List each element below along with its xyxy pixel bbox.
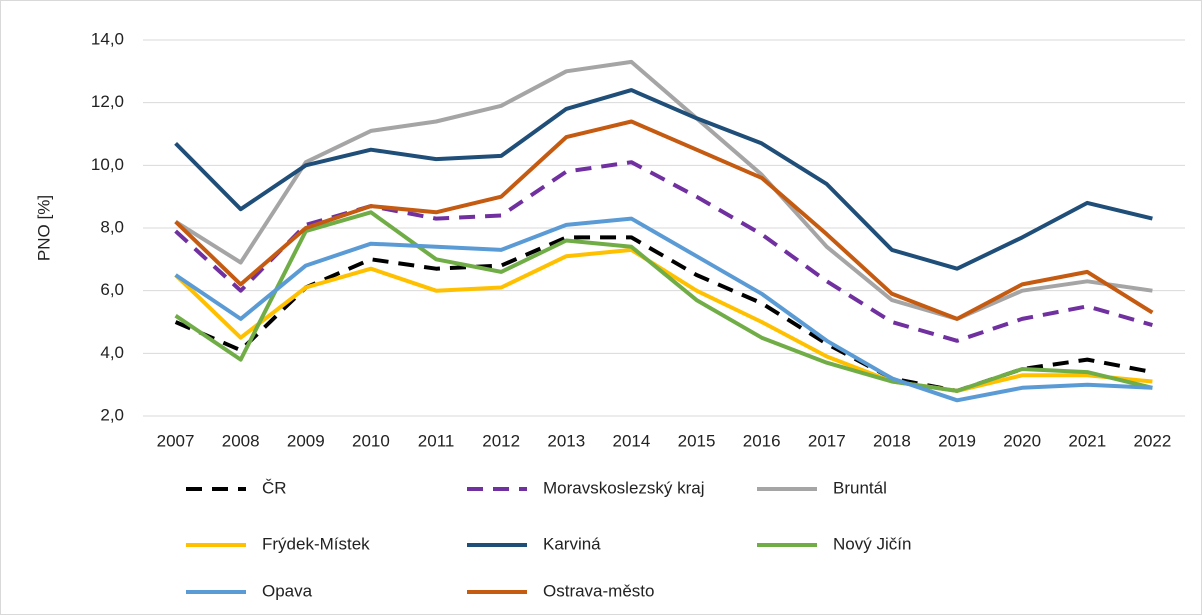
y-tick-label: 2,0	[100, 405, 124, 424]
x-tick-label: 2019	[938, 431, 976, 450]
y-tick-label: 12,0	[91, 92, 124, 111]
x-tick-label: 2010	[352, 431, 390, 450]
legend-label: Moravskoslezský kraj	[543, 478, 705, 497]
series-line	[174, 247, 1153, 393]
x-tick-label: 2020	[1003, 431, 1041, 450]
x-tick-label: 2016	[743, 431, 781, 450]
series-line	[174, 88, 1153, 271]
series-line	[174, 59, 1153, 321]
legend-label: Nový Jičín	[833, 534, 911, 553]
series-line	[174, 210, 1153, 393]
x-tick-label: 2021	[1068, 431, 1106, 450]
legend-label: Bruntál	[833, 478, 887, 497]
series-line	[174, 119, 1154, 321]
x-tick-label: 2009	[287, 431, 325, 450]
legend-label: Karviná	[543, 534, 601, 553]
x-tick-label: 2017	[808, 431, 846, 450]
x-tick-label: 2018	[873, 431, 911, 450]
y-tick-label: 14,0	[91, 29, 124, 48]
series-line	[174, 216, 1153, 403]
y-tick-label: 10,0	[91, 155, 124, 174]
x-tick-label: 2012	[482, 431, 520, 450]
y-tick-label: 4,0	[100, 343, 124, 362]
x-tick-label: 2011	[418, 431, 455, 450]
y-tick-label: 8,0	[100, 217, 124, 236]
y-axis-label: PNO [%]	[34, 195, 53, 261]
x-tick-label: 2013	[547, 431, 585, 450]
y-tick-label: 6,0	[100, 280, 124, 299]
x-tick-label: 2008	[222, 431, 260, 450]
legend-label: Ostrava-město	[543, 581, 654, 600]
legend-label: Frýdek-Místek	[262, 534, 370, 553]
legend-label: Opava	[262, 581, 313, 600]
x-tick-label: 2015	[678, 431, 716, 450]
x-tick-label: 2014	[613, 431, 651, 450]
legend-label: ČR	[262, 478, 287, 497]
x-tick-label: 2022	[1134, 431, 1172, 450]
x-tick-label: 2007	[157, 431, 195, 450]
